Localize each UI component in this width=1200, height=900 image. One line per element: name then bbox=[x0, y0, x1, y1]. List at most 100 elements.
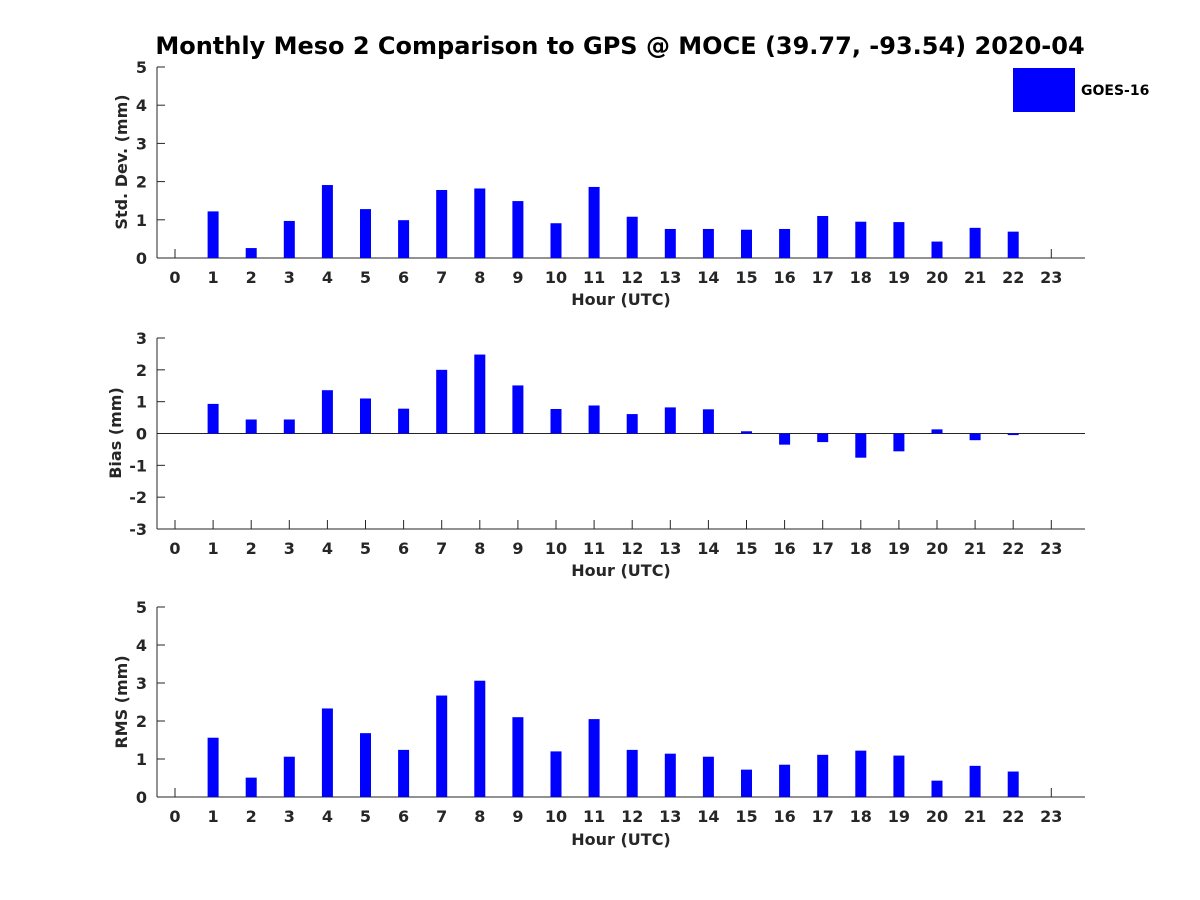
bar-hour-15 bbox=[741, 769, 752, 797]
bar-hour-2 bbox=[245, 419, 257, 434]
bar-hour-7 bbox=[436, 695, 448, 797]
bar-hour-9 bbox=[512, 717, 524, 797]
bar-hour-14 bbox=[702, 409, 714, 434]
bar-hour-9 bbox=[512, 385, 524, 434]
x-tick-label: 15 bbox=[735, 807, 757, 826]
bar-hour-13 bbox=[664, 228, 676, 258]
bar-hour-6 bbox=[398, 408, 410, 434]
bar-hour-17 bbox=[817, 754, 829, 797]
bar-hour-11 bbox=[588, 405, 600, 434]
y-tick-label: 4 bbox=[136, 96, 147, 115]
x-tick-label: 12 bbox=[621, 807, 643, 826]
bar-hour-10 bbox=[550, 408, 562, 434]
x-tick-label: 12 bbox=[621, 268, 643, 287]
bar-hour-10 bbox=[550, 751, 562, 797]
y-tick-label: 0 bbox=[136, 249, 147, 268]
bar-hour-22 bbox=[1007, 771, 1019, 797]
y-axis-label: RMS (mm) bbox=[112, 655, 131, 748]
y-tick-label: 4 bbox=[136, 636, 147, 655]
bar-hour-17 bbox=[817, 215, 829, 258]
y-axis-label: Bias (mm) bbox=[106, 387, 125, 479]
bar-hour-13 bbox=[664, 407, 676, 434]
bar-hour-6 bbox=[398, 749, 410, 797]
y-tick-label: 2 bbox=[136, 712, 147, 731]
bar-hour-10 bbox=[550, 223, 562, 258]
bar-hour-7 bbox=[436, 369, 448, 434]
x-tick-label: 15 bbox=[735, 539, 757, 558]
legend: GOES-16 bbox=[1013, 68, 1149, 112]
bar-hour-1 bbox=[207, 211, 219, 258]
x-tick-label: 9 bbox=[512, 268, 523, 287]
x-axis-label: Hour (UTC) bbox=[571, 561, 671, 580]
x-tick-label: 10 bbox=[545, 268, 567, 287]
bar-hour-9 bbox=[512, 201, 524, 258]
x-tick-label: 22 bbox=[1002, 268, 1024, 287]
x-tick-label: 7 bbox=[436, 268, 447, 287]
bar-hour-18 bbox=[855, 433, 867, 458]
bar-hour-20 bbox=[931, 241, 943, 258]
x-tick-label: 20 bbox=[926, 539, 948, 558]
bar-hour-18 bbox=[855, 750, 867, 797]
bar-hour-15 bbox=[741, 431, 752, 434]
x-tick-label: 16 bbox=[773, 268, 795, 287]
y-tick-label: 3 bbox=[136, 674, 147, 693]
bar-hour-4 bbox=[321, 708, 333, 797]
y-tick-label: 0 bbox=[136, 425, 147, 444]
x-tick-label: 13 bbox=[659, 539, 681, 558]
x-tick-label: 13 bbox=[659, 268, 681, 287]
x-tick-label: 14 bbox=[697, 268, 719, 287]
x-tick-label: 17 bbox=[812, 539, 834, 558]
bar-hour-22 bbox=[1007, 231, 1019, 258]
x-tick-label: 21 bbox=[964, 807, 986, 826]
x-tick-label: 14 bbox=[697, 539, 719, 558]
x-tick-label: 5 bbox=[360, 268, 371, 287]
x-tick-label: 18 bbox=[850, 807, 872, 826]
x-tick-label: 4 bbox=[322, 807, 333, 826]
y-tick-label: -1 bbox=[129, 456, 147, 475]
x-tick-label: 16 bbox=[773, 539, 795, 558]
x-tick-label: 11 bbox=[583, 807, 605, 826]
x-tick-label: 14 bbox=[697, 807, 719, 826]
y-tick-label: 1 bbox=[136, 750, 147, 769]
x-tick-label: 19 bbox=[888, 807, 910, 826]
x-tick-label: 19 bbox=[888, 539, 910, 558]
bar-hour-19 bbox=[893, 222, 905, 258]
bar-hour-3 bbox=[283, 756, 295, 797]
bar-hour-14 bbox=[702, 228, 714, 258]
bar-hour-8 bbox=[474, 188, 486, 258]
x-tick-label: 20 bbox=[926, 268, 948, 287]
x-tick-label: 23 bbox=[1040, 539, 1062, 558]
bar-hour-17 bbox=[817, 433, 829, 443]
bar-hour-5 bbox=[360, 733, 371, 797]
x-tick-label: 3 bbox=[284, 268, 295, 287]
legend-swatch bbox=[1013, 68, 1075, 112]
x-tick-label: 19 bbox=[888, 268, 910, 287]
x-tick-label: 23 bbox=[1040, 807, 1062, 826]
x-axis-label: Hour (UTC) bbox=[571, 830, 671, 849]
x-tick-label: 22 bbox=[1002, 539, 1024, 558]
bar-hour-4 bbox=[321, 390, 333, 434]
x-tick-label: 23 bbox=[1040, 268, 1062, 287]
bar-hour-12 bbox=[626, 749, 638, 797]
bar-hour-16 bbox=[779, 433, 791, 445]
x-tick-label: 2 bbox=[246, 268, 257, 287]
x-tick-label: 3 bbox=[284, 807, 295, 826]
bar-hour-1 bbox=[207, 737, 219, 797]
x-tick-label: 4 bbox=[322, 268, 333, 287]
bar-hour-6 bbox=[398, 220, 410, 258]
x-tick-label: 0 bbox=[169, 539, 180, 558]
bar-hour-11 bbox=[588, 719, 600, 797]
x-tick-label: 5 bbox=[360, 539, 371, 558]
bar-hour-1 bbox=[207, 403, 219, 434]
bar-hour-13 bbox=[664, 753, 676, 797]
x-tick-label: 18 bbox=[850, 268, 872, 287]
bar-hour-8 bbox=[474, 680, 486, 797]
x-tick-label: 6 bbox=[398, 807, 409, 826]
bar-hour-20 bbox=[931, 780, 943, 797]
bar-hour-21 bbox=[969, 433, 981, 441]
x-tick-label: 2 bbox=[246, 807, 257, 826]
bar-hour-5 bbox=[360, 398, 371, 434]
y-axis-label: Std. Dev. (mm) bbox=[112, 94, 131, 229]
